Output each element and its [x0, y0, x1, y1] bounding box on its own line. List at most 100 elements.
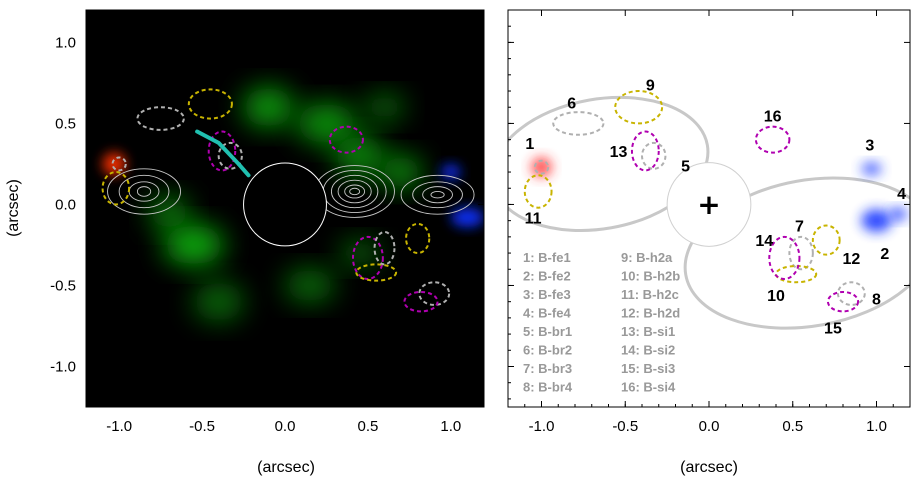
- left-occulting-disk: [243, 162, 327, 247]
- key-entry: 9: B-h2a: [621, 250, 673, 265]
- left-y-tick-label: 0.0: [55, 196, 76, 213]
- contour-line: [337, 179, 372, 204]
- region-outline-7: [373, 230, 396, 266]
- region-outline-7: [788, 235, 814, 271]
- contour-line: [118, 174, 170, 209]
- region-outline-6: [552, 111, 605, 136]
- contour-line: [430, 191, 445, 199]
- h2-emission: [243, 87, 294, 127]
- contour-line: [136, 186, 152, 197]
- left-y-axis-title: (arcsec): [5, 179, 22, 237]
- region-label-1: 1: [525, 136, 534, 153]
- contour-line: [412, 181, 463, 209]
- region-label-5: 5: [681, 159, 690, 176]
- contour-line: [344, 184, 366, 199]
- h2-emission: [163, 225, 224, 265]
- right-x-axis: -1.0 -0.5 0.0 0.5 1.0: [507, 10, 911, 435]
- br-emission: [889, 207, 907, 221]
- key-entry: 8: B-br4: [523, 380, 573, 395]
- contour-line: [400, 174, 475, 215]
- h2-emission: [381, 155, 421, 189]
- left-panel: -1.0 -0.5 0.0 0.5 1.0 1.0 0.5 0.0 -0.5 -1.0 (arc…: [5, 9, 485, 476]
- region-outline-15: [826, 290, 860, 313]
- region-label-14: 14: [755, 233, 773, 250]
- region-label-16: 16: [764, 108, 782, 125]
- region-outline-13: [207, 130, 237, 172]
- right-x-tick-label: -0.5: [612, 418, 638, 435]
- h2-emission: [285, 269, 335, 302]
- key-entry: 14: B-si2: [621, 343, 675, 358]
- left-x-axis: -1.0 -0.5 0.0 0.5 1.0: [85, 10, 485, 435]
- right-x-tick-label: 0.0: [699, 418, 720, 435]
- region-label-9: 9: [646, 78, 655, 95]
- left-region-outlines: [101, 88, 451, 313]
- key-entry: 4: B-fe4: [523, 306, 571, 321]
- region-outline-14: [768, 235, 801, 280]
- h2-emission: [339, 240, 380, 267]
- left-y-axis: 1.0 0.5 0.0 -0.5 -1.0: [50, 9, 484, 400]
- region-outline-11: [523, 174, 553, 209]
- region-label-7: 7: [795, 219, 804, 236]
- h2-emission: [296, 103, 357, 143]
- region-outline-16: [328, 125, 364, 154]
- left-x-axis-title: (arcsec): [257, 459, 315, 476]
- region-outline-16: [754, 125, 791, 154]
- region-label-6: 6: [567, 95, 576, 112]
- fe-emission: [102, 152, 126, 176]
- key-entry: 1: B-fe1: [523, 250, 571, 265]
- h2-emission: [193, 282, 244, 322]
- key-entry: 11: B-h2c: [621, 287, 679, 302]
- region-label-3: 3: [865, 137, 874, 154]
- region-outline-6: [136, 106, 185, 131]
- region-label-15: 15: [824, 321, 842, 338]
- key-entry: 12: B-h2d: [621, 306, 680, 321]
- region-outline-9: [187, 88, 233, 120]
- h2-emission: [334, 136, 385, 176]
- left-x-tick-label: 0.5: [357, 418, 378, 435]
- region-label-4: 4: [897, 186, 906, 203]
- region-outline-5: [217, 141, 243, 170]
- right-x-axis-title: (arcsec): [680, 459, 738, 476]
- key-entry: 3: B-fe3: [523, 287, 571, 302]
- right-x-tick-label: 1.0: [866, 418, 887, 435]
- region-label-2: 2: [880, 246, 889, 263]
- region-outline-1: [111, 156, 127, 172]
- region-label-12: 12: [842, 251, 860, 268]
- br-emission: [861, 209, 892, 232]
- left-x-tick-label: 0.0: [275, 418, 296, 435]
- region-outline-12: [405, 222, 431, 255]
- right-lobe-outlines: [508, 95, 910, 330]
- left-y-tick-label: -1.0: [50, 358, 76, 375]
- contour-line: [422, 186, 453, 204]
- left-y-tick-label: -0.5: [50, 277, 76, 294]
- region-label-8: 8: [872, 291, 881, 308]
- region-outline-1: [533, 159, 550, 175]
- key-entry: 5: B-br1: [523, 324, 572, 339]
- contour-line: [349, 187, 361, 196]
- key-entry: 16: B-si4: [621, 380, 676, 395]
- left-y-tick-label: 0.5: [55, 115, 76, 132]
- lobe-outline-2: [683, 176, 910, 330]
- region-outline-13: [630, 130, 660, 172]
- region-outline-12: [811, 224, 841, 256]
- left-x-tick-label: -1.0: [106, 418, 132, 435]
- left-jet-arc: [195, 129, 251, 178]
- left-x-tick-label: 1.0: [440, 418, 461, 435]
- region-outline-5: [641, 141, 667, 170]
- region-label-10: 10: [767, 288, 785, 305]
- region-key: 1: B-fe1 2: B-fe2 3: B-fe3 4: B-fe4 5: B-br1…: [523, 250, 680, 395]
- key-entry: 13: B-si1: [621, 324, 675, 339]
- left-y-tick-label: 1.0: [55, 34, 76, 51]
- region-label-13: 13: [610, 144, 628, 161]
- right-occulting-disk: [666, 162, 752, 247]
- region-outline-11: [101, 171, 131, 206]
- right-region-outlines: [523, 90, 866, 313]
- region-outline-8: [836, 281, 866, 306]
- region-outline-8: [418, 281, 451, 306]
- br-emission: [440, 163, 461, 181]
- region-outline-15: [403, 290, 439, 313]
- key-entry: 7: B-br3: [523, 361, 572, 376]
- key-entry: 10: B-h2b: [621, 269, 680, 284]
- lobe-outline-1: [508, 95, 710, 233]
